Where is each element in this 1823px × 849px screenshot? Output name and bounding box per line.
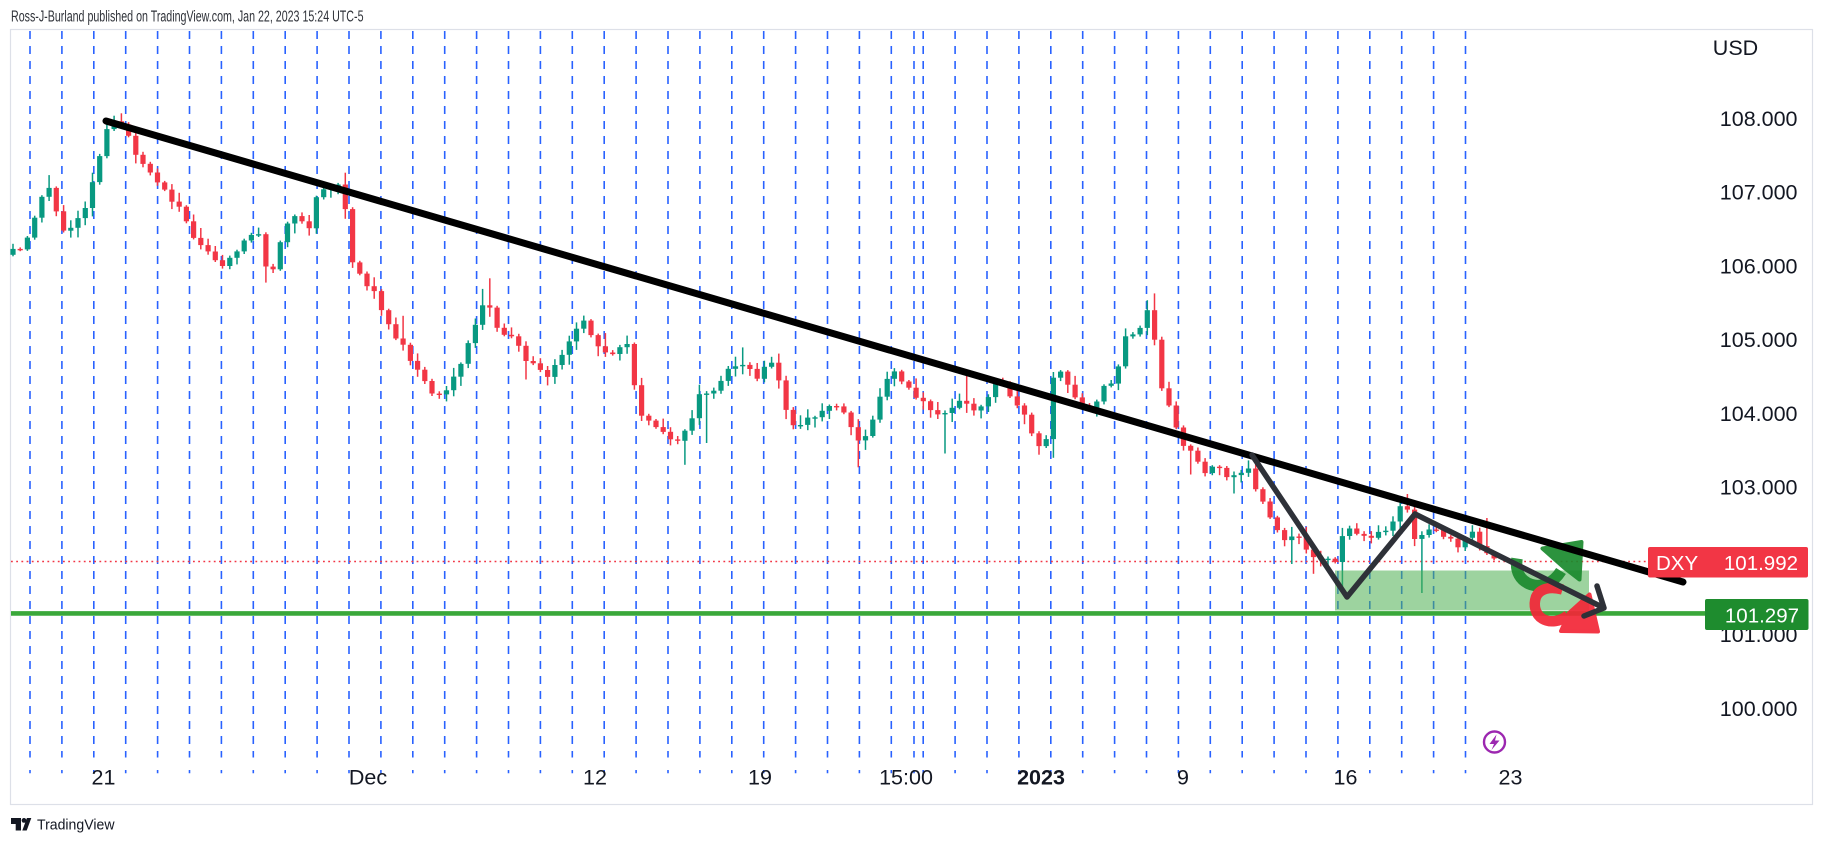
- svg-text:23: 23: [1499, 766, 1523, 790]
- svg-text:108.000: 108.000: [1720, 107, 1798, 131]
- svg-text:USD: USD: [1713, 36, 1758, 60]
- svg-text:103.000: 103.000: [1720, 476, 1798, 500]
- svg-text:9: 9: [1177, 766, 1189, 790]
- svg-text:TradingView: TradingView: [37, 818, 115, 834]
- svg-text:101.297: 101.297: [1725, 605, 1799, 628]
- svg-text:12: 12: [583, 766, 607, 790]
- svg-text:21: 21: [92, 766, 116, 790]
- svg-text:16: 16: [1334, 766, 1358, 790]
- svg-text:19: 19: [748, 766, 772, 790]
- svg-text:15:00: 15:00: [879, 766, 933, 790]
- svg-text:105.000: 105.000: [1720, 328, 1798, 352]
- svg-text:104.000: 104.000: [1720, 402, 1798, 426]
- svg-text:100.000: 100.000: [1720, 697, 1798, 721]
- svg-text:101.992: 101.992: [1724, 552, 1798, 575]
- svg-text:106.000: 106.000: [1720, 254, 1798, 278]
- svg-text:DXY: DXY: [1656, 552, 1698, 575]
- svg-text:Dec: Dec: [349, 766, 387, 790]
- svg-text:Ross-J-Burland published on Tr: Ross-J-Burland published on TradingView.…: [11, 9, 364, 26]
- svg-text:2023: 2023: [1017, 766, 1065, 790]
- svg-text:107.000: 107.000: [1720, 181, 1798, 205]
